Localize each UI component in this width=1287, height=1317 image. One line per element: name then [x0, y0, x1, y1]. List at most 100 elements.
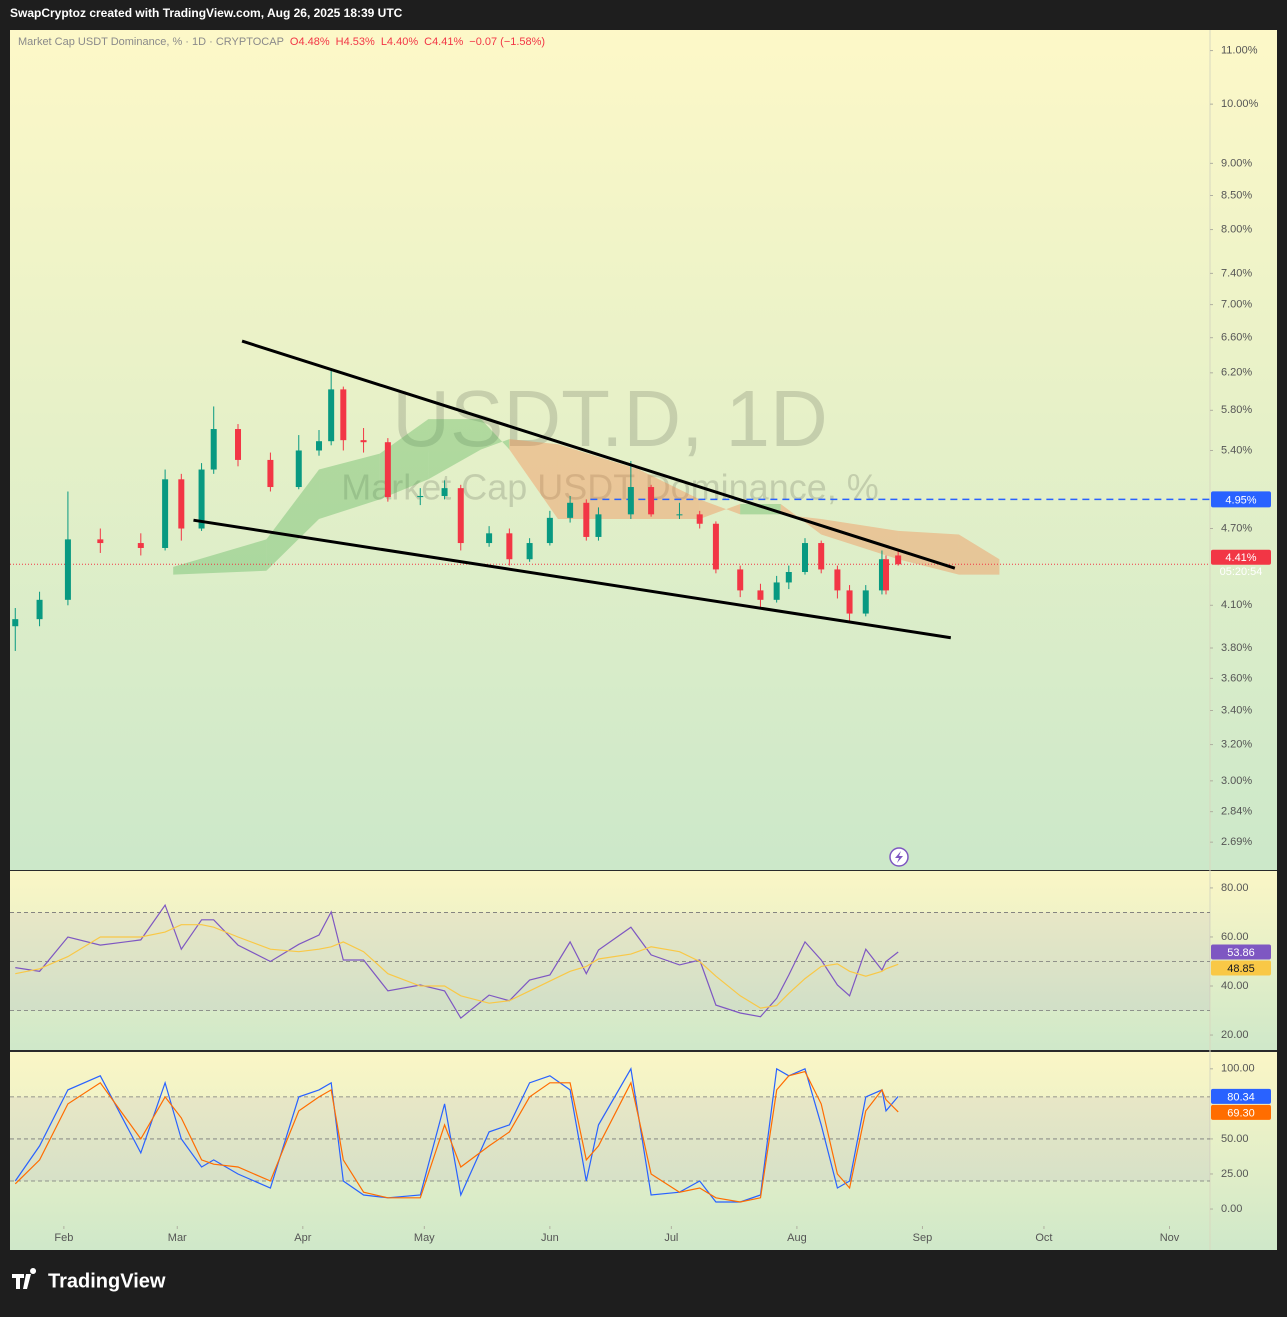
- cloud-segment: [173, 539, 267, 575]
- candle-body: [878, 559, 885, 591]
- candle-body: [162, 479, 169, 548]
- cloud-segment: [509, 439, 558, 520]
- y-tick-label: 40.00: [1221, 980, 1249, 992]
- candle-body: [627, 487, 634, 515]
- y-tick-label: 8.50%: [1221, 189, 1252, 201]
- cloud-segment: [557, 444, 639, 520]
- legend-item: C4.41%: [424, 36, 463, 48]
- candle-body: [36, 599, 43, 620]
- y-tick-label: 3.40%: [1221, 704, 1252, 716]
- cloud-segment: [638, 469, 700, 520]
- candle-body: [178, 479, 185, 529]
- x-tick-label: May: [414, 1232, 435, 1244]
- y-tick-label: 10.00%: [1221, 98, 1259, 110]
- x-tick-label: Feb: [54, 1232, 73, 1244]
- cloud-segment: [481, 419, 510, 450]
- y-tick-label: 0.00: [1221, 1203, 1242, 1215]
- x-tick-label: Apr: [294, 1232, 311, 1244]
- y-tick-label: 100.00: [1221, 1063, 1255, 1075]
- cloud-segment: [319, 453, 380, 520]
- candle-body: [384, 442, 391, 498]
- candle-body: [862, 590, 869, 614]
- cloud-segment: [699, 499, 741, 520]
- last-value-label: 80.34: [1227, 1091, 1255, 1103]
- level-label-box: [1211, 491, 1271, 508]
- countdown: 05:20:54: [1220, 566, 1263, 578]
- candle-body: [583, 502, 590, 537]
- watermark-title: USDT.D, 1D: [392, 374, 828, 463]
- last-value-label: 53.86: [1227, 947, 1255, 959]
- cloud-segment: [428, 419, 482, 480]
- last-value-label-box: [1211, 960, 1271, 976]
- candle-body: [526, 543, 533, 560]
- last-price-label: 4.41%: [1225, 552, 1256, 564]
- x-tick-label: Aug: [787, 1232, 807, 1244]
- y-tick-label: 5.40%: [1221, 444, 1252, 456]
- candle-body: [506, 533, 513, 560]
- candle-body: [235, 429, 242, 460]
- cloud-segment: [740, 503, 781, 515]
- y-tick-label: 6.20%: [1221, 367, 1252, 379]
- legend: Market Cap USDT Dominance, % · 1D · CRYP…: [18, 36, 545, 48]
- x-tick-label: Oct: [1035, 1232, 1052, 1244]
- candle-body: [97, 539, 104, 544]
- x-tick-label: Jul: [664, 1232, 678, 1244]
- legend-item: O4.48%: [290, 36, 330, 48]
- candle-body: [64, 539, 71, 600]
- candle-body: [137, 543, 144, 548]
- candle-body: [712, 523, 719, 570]
- candle-body: [417, 495, 424, 498]
- x-tick-label: Nov: [1160, 1232, 1180, 1244]
- level-label: 4.95%: [1225, 494, 1256, 506]
- legend-item: H4.53%: [336, 36, 375, 48]
- y-tick-label: 3.20%: [1221, 738, 1252, 750]
- trendline: [193, 518, 952, 640]
- last-price-label-box: [1211, 549, 1271, 565]
- candle-body: [340, 389, 347, 441]
- candle-body: [486, 533, 493, 544]
- y-tick-label: 60.00: [1221, 931, 1249, 943]
- indicator-line: [15, 924, 899, 1009]
- candle-body: [457, 488, 464, 544]
- candle-body: [883, 559, 890, 591]
- y-tick-label: 2.69%: [1221, 836, 1252, 848]
- y-tick-label: 5.80%: [1221, 404, 1252, 416]
- candle-body: [210, 429, 217, 470]
- indicator-band: [10, 1096, 1210, 1181]
- credit: SwapCryptoz created with TradingView.com…: [10, 6, 403, 20]
- candle-body: [895, 555, 902, 565]
- candle-body: [546, 517, 553, 544]
- x-tick-label: Sep: [913, 1232, 933, 1244]
- candle-body: [360, 440, 367, 443]
- trendline: [241, 339, 956, 570]
- candle-body: [316, 441, 323, 451]
- y-tick-label: 20.00: [1221, 1029, 1249, 1041]
- x-tick-label: Mar: [168, 1232, 187, 1244]
- candle-body: [757, 590, 764, 600]
- y-tick-label: 7.40%: [1221, 267, 1252, 279]
- candle-body: [818, 543, 825, 570]
- candle-body: [328, 389, 335, 442]
- cloud-segment: [266, 469, 320, 571]
- candle-body: [773, 582, 780, 600]
- brand: TradingView: [48, 1270, 166, 1292]
- candle-body: [834, 569, 841, 591]
- last-value-label-box: [1211, 1104, 1271, 1120]
- cloud-segment: [958, 534, 1000, 575]
- legend-symbol: Market Cap USDT Dominance, % · 1D · CRYP…: [18, 36, 284, 48]
- y-tick-label: 2.84%: [1221, 806, 1252, 818]
- y-tick-label: 4.70%: [1221, 522, 1252, 534]
- logo[interactable]: [12, 1268, 37, 1289]
- candle-body: [802, 543, 809, 573]
- y-tick-label: 50.00: [1221, 1133, 1249, 1145]
- y-tick-label: 6.60%: [1221, 332, 1252, 344]
- y-tick-label: 25.00: [1221, 1168, 1249, 1180]
- y-tick-label: 3.60%: [1221, 672, 1252, 684]
- indicator-line: [14, 1067, 899, 1203]
- candle-body: [676, 514, 683, 516]
- lightning-icon[interactable]: [889, 847, 909, 867]
- candle-body: [295, 450, 302, 488]
- watermark-subtitle: Market Cap USDT Dominance, %: [341, 467, 879, 508]
